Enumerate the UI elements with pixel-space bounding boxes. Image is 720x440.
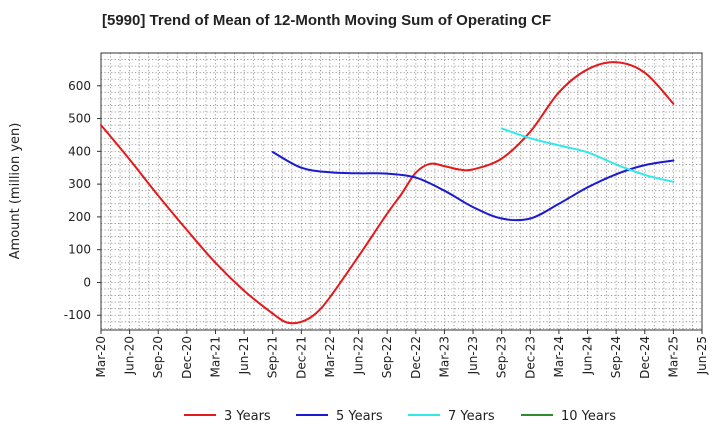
x-tick-label: Mar-21 [208, 336, 222, 377]
legend-item-7-years: 7 Years [408, 409, 495, 424]
legend-item-5-years: 5 Years [296, 409, 383, 424]
y-tick-label: 100 [68, 243, 91, 257]
x-tick-label: Sep-22 [380, 336, 394, 378]
y-tick-label: -100 [64, 308, 91, 322]
y-tick-label: 300 [68, 177, 91, 191]
y-tick-label: 0 [83, 275, 91, 289]
x-tick-label: Dec-21 [294, 336, 308, 379]
x-tick-label: Jun-21 [237, 336, 251, 375]
legend: 3 Years 5 Years 7 Years 10 Years [184, 409, 616, 424]
legend-label-10-years: 10 Years [561, 409, 616, 424]
y-axis-ticks: -100 0 100 200 300 400 500 600 [64, 79, 101, 322]
legend-label-5-years: 5 Years [336, 409, 383, 424]
y-tick-label: 200 [68, 210, 91, 224]
chart-title: [5990] Trend of Mean of 12-Month Moving … [102, 12, 552, 29]
legend-item-10-years: 10 Years [521, 409, 616, 424]
grid-horizontal [101, 59, 702, 329]
y-tick-label: 500 [68, 112, 91, 126]
x-tick-label: Mar-25 [666, 336, 680, 377]
y-axis-label: Amount (million yen) [8, 123, 23, 260]
y-tick-label: 600 [68, 79, 91, 93]
x-tick-label: Mar-23 [437, 336, 451, 377]
series-line-5-years [271, 151, 675, 222]
x-tick-label: Dec-20 [180, 336, 194, 379]
series-line-7-years [500, 127, 675, 183]
x-tick-label: Sep-23 [495, 336, 509, 378]
plot-area [101, 53, 702, 330]
series-layer [100, 61, 675, 325]
x-tick-label: Mar-22 [323, 336, 337, 377]
x-tick-label: Jun-25 [695, 336, 709, 375]
x-tick-label: Dec-23 [523, 336, 537, 379]
x-tick-label: Sep-21 [266, 336, 280, 378]
x-tick-label: Mar-20 [94, 336, 108, 377]
x-tick-label: Dec-22 [409, 336, 423, 379]
legend-item-3-years: 3 Years [184, 409, 271, 424]
legend-label-3-years: 3 Years [224, 409, 271, 424]
x-tick-label: Jun-23 [466, 336, 480, 375]
x-tick-label: Jun-24 [581, 336, 595, 375]
y-tick-label: 400 [68, 144, 91, 158]
x-axis-ticks: Mar-20 Jun-20 Sep-20 Dec-20 Mar-21 Jun-21 Sep-… [94, 330, 709, 379]
x-tick-label: Sep-24 [609, 336, 623, 378]
x-tick-label: Jun-22 [352, 336, 366, 375]
x-tick-label: Mar-24 [552, 336, 566, 377]
series-line-3-years [100, 61, 675, 325]
legend-label-7-years: 7 Years [448, 409, 495, 424]
x-tick-label: Jun-20 [123, 336, 137, 375]
x-tick-label: Dec-24 [638, 336, 652, 379]
x-tick-label: Sep-20 [151, 336, 165, 378]
plot-border [100, 52, 703, 331]
